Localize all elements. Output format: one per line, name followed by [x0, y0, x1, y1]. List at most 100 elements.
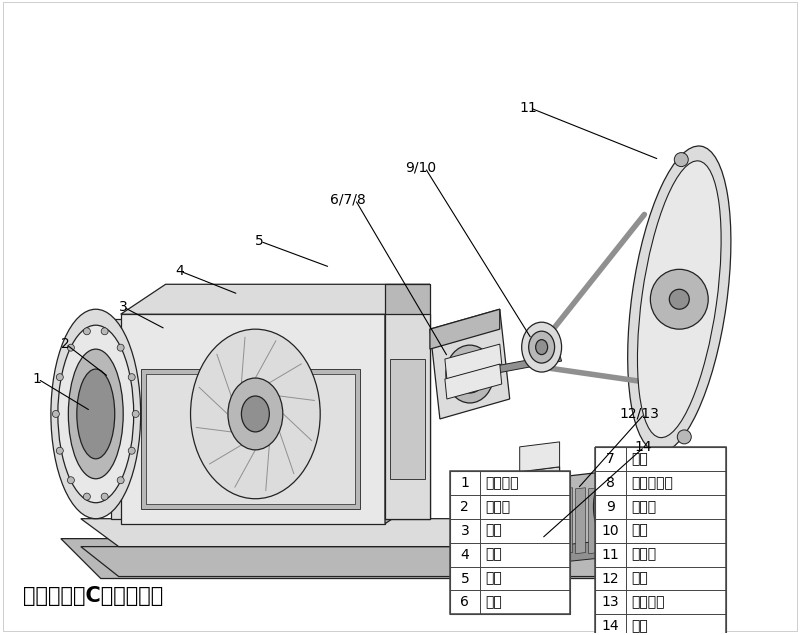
Text: 10: 10	[602, 524, 619, 538]
Text: 电机导轨: 电机导轨	[631, 596, 665, 610]
Text: 电机: 电机	[631, 572, 648, 585]
Polygon shape	[445, 344, 502, 379]
Ellipse shape	[56, 373, 63, 380]
Text: 1: 1	[460, 476, 470, 490]
Text: 支架: 支架	[485, 572, 502, 585]
Text: 14: 14	[602, 619, 619, 633]
Ellipse shape	[132, 410, 139, 417]
Ellipse shape	[228, 378, 282, 450]
Ellipse shape	[529, 331, 554, 363]
Ellipse shape	[190, 329, 320, 498]
Ellipse shape	[77, 369, 114, 459]
Ellipse shape	[67, 477, 74, 484]
Text: 2: 2	[61, 337, 70, 351]
Ellipse shape	[536, 340, 548, 354]
Ellipse shape	[117, 344, 124, 351]
Ellipse shape	[678, 430, 691, 444]
Polygon shape	[81, 547, 618, 577]
Ellipse shape	[83, 493, 90, 500]
Polygon shape	[445, 364, 502, 399]
Polygon shape	[589, 488, 598, 554]
Text: 机架: 机架	[631, 619, 648, 633]
Text: 进口法兰: 进口法兰	[485, 476, 518, 490]
Text: 3: 3	[118, 300, 127, 314]
Polygon shape	[537, 488, 546, 554]
Polygon shape	[524, 488, 534, 554]
Ellipse shape	[650, 269, 708, 329]
Polygon shape	[490, 354, 562, 374]
Ellipse shape	[56, 447, 63, 454]
Ellipse shape	[638, 161, 721, 438]
Text: 皮带罩: 皮带罩	[631, 547, 657, 561]
Ellipse shape	[58, 325, 134, 503]
Text: 主轴: 主轴	[485, 596, 502, 610]
Text: 叶轮: 叶轮	[485, 547, 502, 561]
Ellipse shape	[128, 373, 135, 380]
Text: 13: 13	[602, 596, 619, 610]
Polygon shape	[61, 538, 610, 578]
Text: 6: 6	[460, 596, 470, 610]
Polygon shape	[470, 540, 614, 572]
Bar	[594, 447, 726, 635]
Bar	[450, 471, 570, 615]
Polygon shape	[141, 369, 360, 509]
Text: 6/7/8: 6/7/8	[330, 192, 366, 206]
Text: 4: 4	[175, 264, 184, 278]
Text: 9/10: 9/10	[405, 161, 436, 175]
Polygon shape	[146, 374, 355, 504]
Polygon shape	[430, 309, 500, 349]
Text: 4: 4	[461, 547, 470, 561]
Text: 11: 11	[520, 101, 538, 115]
Text: 皮带: 皮带	[631, 524, 648, 538]
Text: 2: 2	[461, 500, 470, 514]
Polygon shape	[390, 359, 425, 479]
Text: 皮带轮: 皮带轮	[631, 500, 657, 514]
Text: 3: 3	[461, 524, 470, 538]
Polygon shape	[520, 442, 559, 472]
Text: 12/13: 12/13	[619, 407, 659, 421]
Ellipse shape	[101, 328, 108, 335]
Polygon shape	[430, 309, 510, 419]
Ellipse shape	[454, 355, 486, 393]
Ellipse shape	[594, 479, 615, 534]
Ellipse shape	[117, 477, 124, 484]
Ellipse shape	[446, 345, 494, 403]
Text: 1: 1	[33, 372, 42, 386]
Polygon shape	[562, 488, 573, 554]
Text: 轴承: 轴承	[631, 452, 648, 466]
Ellipse shape	[670, 290, 690, 309]
Polygon shape	[550, 488, 559, 554]
Text: 7: 7	[606, 452, 615, 466]
Ellipse shape	[128, 447, 135, 454]
Polygon shape	[121, 314, 385, 524]
Text: 水冷轴承座: 水冷轴承座	[631, 476, 674, 490]
Text: 9: 9	[606, 500, 615, 514]
Polygon shape	[110, 319, 370, 519]
Ellipse shape	[68, 349, 123, 479]
Text: 11: 11	[602, 547, 619, 561]
Polygon shape	[575, 488, 586, 554]
Text: 12: 12	[602, 572, 619, 585]
Polygon shape	[520, 467, 559, 497]
Text: 5: 5	[255, 234, 264, 248]
Text: 8: 8	[606, 476, 615, 490]
Text: 5: 5	[461, 572, 470, 585]
Text: 螃壳: 螃壳	[485, 524, 502, 538]
Polygon shape	[385, 314, 430, 519]
Polygon shape	[510, 488, 521, 554]
Ellipse shape	[522, 322, 562, 372]
Ellipse shape	[101, 493, 108, 500]
Ellipse shape	[628, 146, 731, 453]
Bar	[450, 471, 570, 615]
Ellipse shape	[51, 309, 141, 519]
Polygon shape	[121, 284, 430, 314]
Polygon shape	[498, 488, 508, 554]
Polygon shape	[385, 284, 430, 524]
Polygon shape	[475, 472, 605, 557]
Text: 14: 14	[634, 440, 652, 454]
Polygon shape	[485, 488, 494, 554]
Polygon shape	[385, 284, 430, 519]
Ellipse shape	[67, 344, 74, 351]
Polygon shape	[81, 519, 618, 547]
Ellipse shape	[52, 410, 59, 417]
